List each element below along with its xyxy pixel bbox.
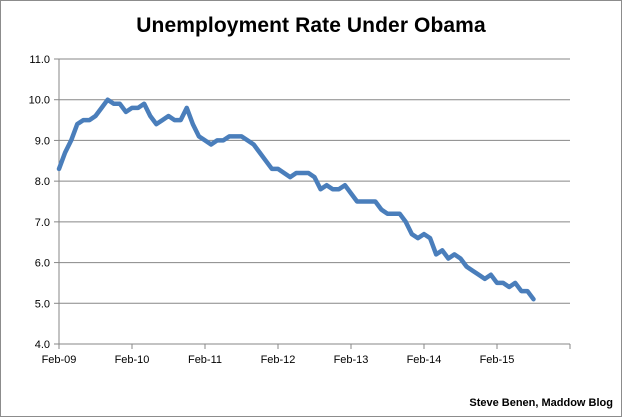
y-tick-label: 6.0 — [35, 258, 50, 270]
y-tick-label: 9.0 — [35, 135, 50, 147]
chart-title: Unemployment Rate Under Obama — [136, 14, 486, 37]
series-layer — [56, 97, 536, 302]
y-tick-label: 7.0 — [35, 217, 50, 229]
x-tick-label: Feb-10 — [115, 354, 150, 366]
y-tick-label: 11.0 — [29, 54, 50, 66]
x-tick-label: Feb-09 — [42, 354, 77, 366]
y-tick-label: 8.0 — [35, 176, 50, 188]
y-tick-label: 10.0 — [29, 95, 50, 107]
x-tick-label: Feb-15 — [480, 354, 515, 366]
chart-credit: Steve Benen, Maddow Blog — [469, 397, 613, 409]
y-tick-label: 4.0 — [35, 339, 50, 351]
x-tick-label: Feb-12 — [261, 354, 296, 366]
x-tick-label: Feb-11 — [188, 354, 222, 366]
tick-labels: 4.0 5.0 6.0 7.0 8.0 9.0 10.0 11.0 Feb-09 Feb-10 Fe… — [29, 54, 515, 366]
x-tick-label: Feb-13 — [334, 354, 369, 366]
series-line-unemployment — [56, 97, 536, 302]
x-tick-label: Feb-14 — [407, 354, 442, 366]
y-tick-label: 5.0 — [35, 298, 50, 310]
axes — [54, 58, 571, 349]
